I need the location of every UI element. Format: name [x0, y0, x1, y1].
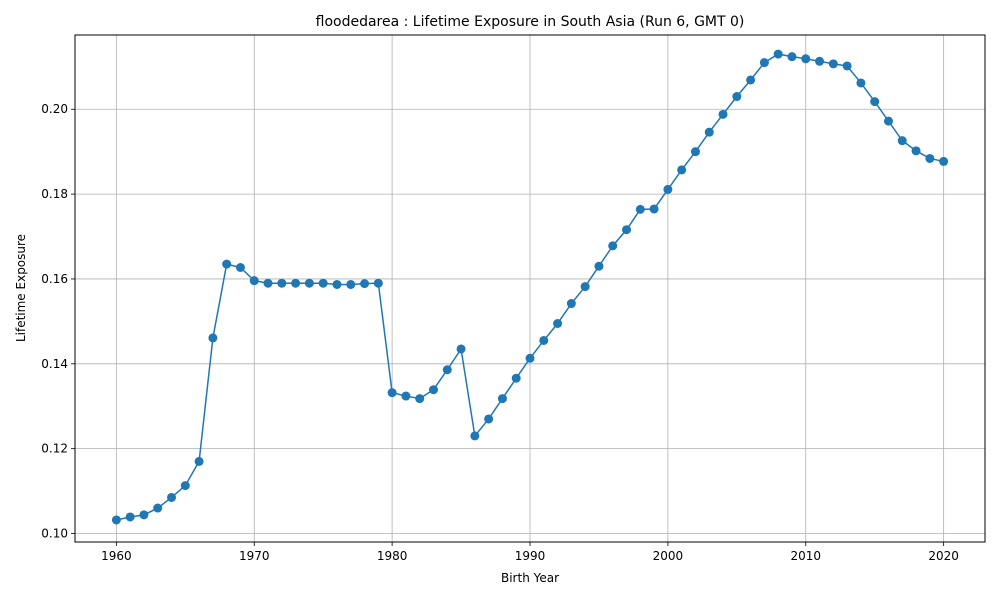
data-point — [732, 92, 742, 102]
y-axis-label: Lifetime Exposure — [14, 234, 28, 342]
data-point — [153, 503, 163, 513]
data-point — [856, 78, 866, 88]
data-point — [415, 394, 425, 404]
data-point — [842, 61, 852, 71]
data-point — [580, 282, 590, 292]
data-point — [815, 56, 825, 66]
x-tick-label: 1960 — [101, 549, 132, 563]
data-point — [939, 156, 949, 166]
data-point — [291, 278, 301, 288]
data-points — [111, 49, 949, 525]
data-point — [759, 58, 769, 68]
data-point — [194, 456, 204, 466]
x-tick-label: 1980 — [377, 549, 408, 563]
y-tick-label: 0.16 — [41, 272, 68, 286]
data-point — [277, 278, 287, 288]
data-point — [360, 279, 370, 289]
data-point — [883, 116, 893, 126]
data-point — [484, 414, 494, 424]
data-point — [801, 54, 811, 64]
x-tick-label: 1990 — [515, 549, 546, 563]
data-point — [925, 153, 935, 163]
y-tick-label: 0.10 — [41, 527, 68, 541]
data-point — [497, 394, 507, 404]
data-point — [566, 299, 576, 309]
data-point — [649, 204, 659, 214]
data-point — [346, 279, 356, 289]
data-point — [870, 97, 880, 107]
data-point — [208, 333, 218, 343]
x-tick-label: 1970 — [239, 549, 270, 563]
data-point — [373, 278, 383, 288]
data-point — [111, 515, 121, 525]
data-point — [539, 335, 549, 345]
data-point — [525, 353, 535, 363]
y-tick-label: 0.12 — [41, 442, 68, 456]
data-point — [622, 225, 632, 235]
data-point — [690, 147, 700, 157]
data-point — [746, 75, 756, 85]
data-point — [167, 492, 177, 502]
data-point — [828, 59, 838, 69]
data-point — [553, 319, 563, 329]
data-point — [428, 385, 438, 395]
data-point — [318, 278, 328, 288]
data-point — [263, 278, 273, 288]
x-tick-label: 2000 — [653, 549, 684, 563]
data-point — [442, 365, 452, 375]
grid — [75, 35, 985, 542]
data-point — [235, 262, 245, 272]
data-point — [125, 512, 135, 522]
x-tick-label: 2010 — [790, 549, 821, 563]
data-point — [222, 259, 232, 269]
x-axis-label: Birth Year — [501, 571, 559, 585]
data-point — [787, 52, 797, 62]
chart-title: floodedarea : Lifetime Exposure in South… — [316, 14, 745, 30]
data-point — [911, 146, 921, 156]
data-point — [470, 431, 480, 441]
data-point — [456, 344, 466, 354]
data-point — [511, 373, 521, 383]
data-point — [180, 481, 190, 491]
data-point — [677, 165, 687, 175]
data-point — [635, 204, 645, 214]
y-tick-label: 0.18 — [41, 187, 68, 201]
data-point — [704, 127, 714, 137]
data-point — [304, 278, 314, 288]
data-point — [594, 261, 604, 271]
y-tick-label: 0.20 — [41, 102, 68, 116]
data-point — [608, 241, 618, 251]
data-point — [773, 49, 783, 59]
x-tick-label: 2020 — [928, 549, 959, 563]
data-point — [249, 276, 259, 286]
axis-ticks: 1960 1970 1980 1990 2000 2010 2020 0.10 0.12 0.14… — [41, 102, 959, 563]
data-point — [897, 136, 907, 146]
data-point — [139, 510, 149, 520]
data-point — [401, 391, 411, 401]
data-point — [718, 109, 728, 119]
data-point — [663, 184, 673, 194]
data-point — [332, 279, 342, 289]
data-point — [387, 388, 397, 398]
y-tick-label: 0.14 — [41, 357, 68, 371]
